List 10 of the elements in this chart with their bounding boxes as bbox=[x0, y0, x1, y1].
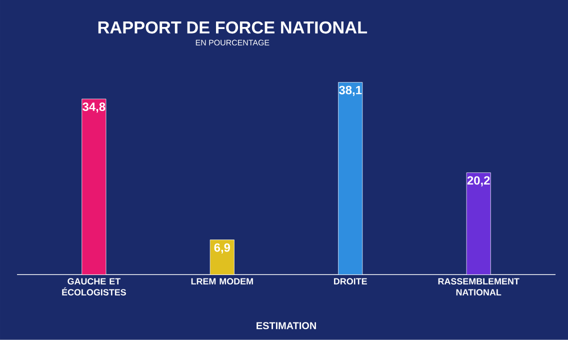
x-tick-label: GAUCHE ET ÉCOLOGISTES bbox=[62, 278, 126, 296]
x-tick-label: LREM MODEM bbox=[191, 278, 253, 285]
x-tick-label: RASSEMBLEMENT NATIONAL bbox=[438, 278, 520, 296]
text: ESTIMATION bbox=[256, 322, 316, 330]
data-label: 20,2 bbox=[467, 176, 490, 186]
data-label: 6,9 bbox=[214, 243, 230, 254]
chart-title: RAPPORT DE FORCE NATIONAL bbox=[98, 21, 368, 34]
data-label: 34,8 bbox=[82, 102, 106, 113]
x-tick-label: DROITE bbox=[334, 278, 367, 285]
data-label: 38,1 bbox=[339, 86, 362, 96]
